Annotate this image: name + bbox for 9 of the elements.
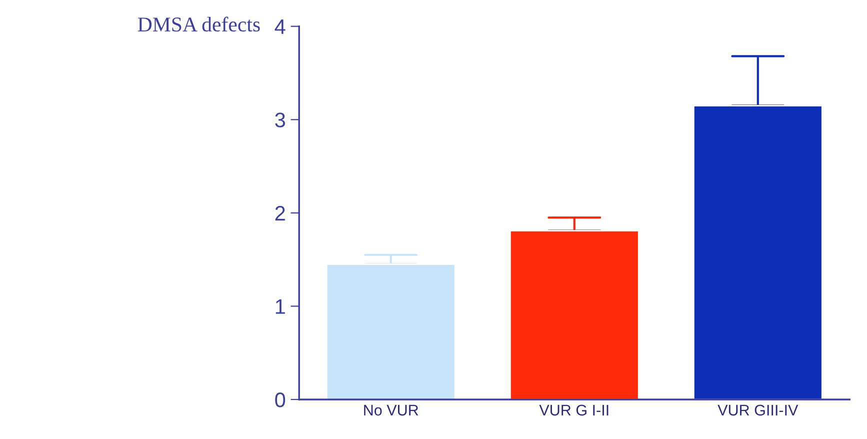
y-tick-label: 1 [276,299,285,314]
y-axis-title: DMSA defects [138,16,260,32]
x-tick-label: No VUR [364,404,418,416]
x-tick-label: VUR GIII-IV [718,404,798,416]
y-tick-label: 0 [275,392,286,408]
y-tick-label: 3 [275,112,286,128]
x-tick-label: VUR G I-II [539,404,608,416]
y-tick-label: 2 [275,206,285,220]
y-tick-label: 4 [274,20,286,34]
